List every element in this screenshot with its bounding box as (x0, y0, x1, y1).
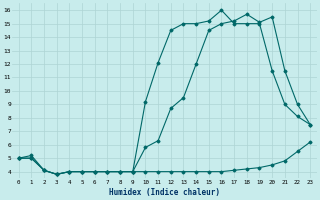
X-axis label: Humidex (Indice chaleur): Humidex (Indice chaleur) (109, 188, 220, 197)
